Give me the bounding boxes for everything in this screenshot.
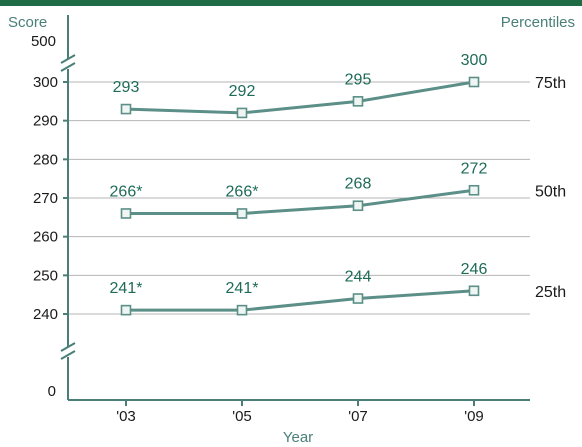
data-label-75th-3: 300 bbox=[461, 52, 488, 69]
marker-25th-2 bbox=[352, 293, 364, 304]
marker-50th-0 bbox=[120, 208, 132, 219]
y-axis-title: Score bbox=[8, 14, 47, 31]
marker-25th-3 bbox=[468, 285, 480, 297]
marker-75th-2 bbox=[352, 96, 364, 107]
y-axis-break-bottom-lower bbox=[60, 350, 76, 360]
y-axis-break-bottom-gap bbox=[60, 347, 76, 357]
data-label-75th-2: 295 bbox=[345, 71, 372, 88]
marker-75th-0 bbox=[120, 103, 132, 115]
label-layer: 293 292 295 300 75th 266* 266* 268 272 50th 241* 24… bbox=[110, 52, 567, 301]
y-tick-label-260: 260 bbox=[33, 229, 58, 246]
y-axis-break-top-gap bbox=[60, 59, 76, 69]
grid-layer bbox=[68, 81, 530, 315]
y-axis-break-bottom-upper bbox=[60, 342, 76, 352]
data-label-75th-0: 293 bbox=[113, 79, 140, 96]
data-label-25th-3: 246 bbox=[461, 261, 488, 278]
right-axis-title: Percentiles bbox=[501, 14, 575, 31]
data-label-25th-0: 241* bbox=[110, 280, 143, 297]
series-line-50th bbox=[126, 188, 475, 215]
marker-25th-1 bbox=[236, 304, 248, 316]
data-label-50th-1: 266* bbox=[226, 183, 259, 200]
marker-50th-2 bbox=[352, 200, 364, 212]
y-tick-label-zero: 0 bbox=[48, 383, 56, 400]
y-tick-label-300: 300 bbox=[33, 74, 58, 91]
marker-75th-1 bbox=[236, 107, 248, 119]
y-axis-break-top-lower bbox=[60, 62, 76, 72]
series-layer bbox=[120, 76, 480, 316]
y-axis-break-top-upper bbox=[60, 54, 76, 64]
marker-75th-3 bbox=[468, 76, 480, 88]
marker-50th-3 bbox=[468, 184, 480, 196]
y-tick-label-270: 270 bbox=[33, 190, 58, 207]
y-tick-label-250: 250 bbox=[33, 267, 58, 284]
data-label-50th-0: 266* bbox=[110, 183, 143, 200]
x-tick-label-1: '05 bbox=[232, 408, 252, 425]
y-tick-label-290: 290 bbox=[33, 113, 58, 130]
series-name-25th: 25th bbox=[535, 284, 566, 301]
x-axis-title: Year bbox=[283, 429, 313, 446]
series-name-75th: 75th bbox=[535, 75, 566, 92]
y-tick-label-240: 240 bbox=[33, 306, 58, 323]
x-tick-label-3: '09 bbox=[464, 408, 484, 425]
x-tick-label-2: '07 bbox=[348, 408, 368, 425]
top-banner-bar bbox=[0, 0, 582, 6]
marker-50th-1 bbox=[236, 208, 248, 219]
data-label-25th-2: 244 bbox=[345, 269, 372, 286]
y-tick-label-280: 280 bbox=[33, 151, 58, 168]
data-label-75th-1: 292 bbox=[229, 83, 256, 100]
series-line-75th bbox=[125, 80, 475, 115]
axis-layer: 240 250 260 270 280 290 300 500 0 '03 '05 '07 '09 bbox=[31, 15, 530, 425]
series-name-50th: 50th bbox=[535, 183, 566, 200]
y-tick-label-top-break: 500 bbox=[31, 33, 56, 50]
data-label-50th-3: 272 bbox=[461, 160, 488, 177]
x-tick-label-0: '03 bbox=[116, 408, 136, 425]
data-label-50th-2: 268 bbox=[345, 176, 372, 193]
series-line-25th bbox=[126, 289, 475, 312]
data-label-25th-1: 241* bbox=[226, 280, 259, 297]
marker-25th-0 bbox=[120, 304, 132, 316]
